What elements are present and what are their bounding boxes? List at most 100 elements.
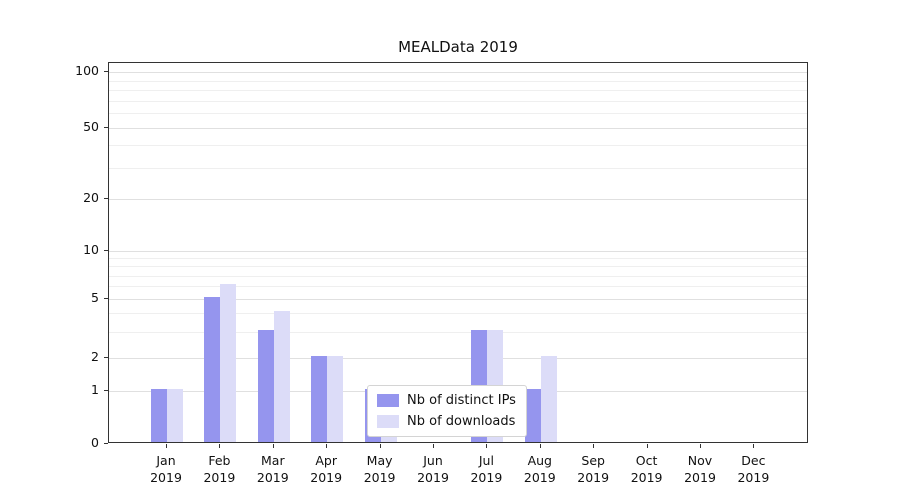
y-tick-mark-20 [104, 198, 108, 200]
x-tick-mark-nov [700, 444, 701, 448]
x-tick-label-oct: Oct 2019 [617, 452, 677, 486]
gridline-y-2 [109, 357, 807, 359]
x-tick-label-jun: Jun 2019 [403, 452, 463, 486]
x-tick-month: Jul [478, 453, 494, 468]
x-tick-year: 2019 [577, 470, 610, 485]
legend-swatch-icon [377, 394, 399, 407]
legend-swatch-icon [377, 415, 399, 428]
x-tick-mark-mar [272, 444, 274, 448]
x-tick-mark-may [379, 444, 381, 448]
gridline-y-70 [109, 100, 807, 102]
x-tick-label-jul: Jul 2019 [456, 452, 516, 486]
chart-title: MEALData 2019 [398, 38, 518, 56]
x-tick-year: 2019 [417, 470, 449, 485]
x-tick-month: Apr [315, 453, 337, 468]
y-tick-label-5: 5 [91, 289, 99, 305]
x-tick-mark-dec [753, 444, 755, 448]
gridline-y-6 [109, 286, 807, 288]
y-tick-mark-5 [104, 297, 108, 299]
x-tick-label-dec: Dec 2019 [723, 452, 783, 486]
x-tick-mark-oct [646, 444, 648, 448]
x-tick-month: Dec [741, 453, 766, 468]
y-tick-mark-2 [104, 356, 108, 358]
legend-label: Nb of downloads [407, 414, 516, 429]
bar-nb-of-distinct-ips-apr [311, 355, 328, 442]
y-tick-label-1: 1 [91, 382, 99, 398]
x-tick-month: Mar [261, 453, 285, 468]
y-tick-mark-100 [104, 71, 108, 73]
legend-label: Nb of distinct IPs [407, 393, 516, 408]
legend-row-0: Nb of distinct IPs [377, 393, 516, 408]
bar-nb-of-distinct-ips-mar [257, 329, 274, 442]
legend: Nb of distinct IPs Nb of downloads [367, 385, 527, 437]
y-tick-mark-1 [104, 390, 108, 392]
bar-nb-of-distinct-ips-aug [524, 389, 541, 442]
y-tick-label-100: 100 [75, 63, 99, 79]
y-tick-label-20: 20 [83, 190, 99, 206]
x-tick-mark-sep [593, 444, 595, 448]
gridline-y-20 [109, 199, 807, 201]
x-tick-month: Jun [423, 453, 443, 468]
x-tick-year: 2019 [684, 470, 716, 485]
x-tick-year: 2019 [256, 470, 289, 485]
x-tick-year: 2019 [470, 470, 503, 485]
gridline-y-80 [109, 90, 807, 92]
gridline-y-4 [109, 313, 807, 315]
gridline-y-90 [109, 80, 807, 82]
y-tick-mark-10 [104, 249, 108, 251]
gridline-y-30 [109, 167, 807, 169]
y-tick-label-50: 50 [83, 119, 99, 135]
x-tick-year: 2019 [310, 470, 343, 485]
x-tick-year: 2019 [363, 470, 396, 485]
bar-nb-of-downloads-aug [540, 355, 557, 442]
x-tick-year: 2019 [737, 470, 770, 485]
gridline-y-5 [109, 298, 807, 300]
gridline-y-100 [109, 72, 807, 74]
x-tick-mark-jan [166, 444, 167, 448]
x-tick-mark-aug [539, 444, 541, 448]
gridline-y-10 [109, 250, 807, 252]
x-tick-mark-feb [219, 444, 221, 448]
y-tick-mark-50 [104, 127, 108, 129]
y-tick-label-10: 10 [83, 241, 99, 257]
x-tick-year: 2019 [203, 470, 236, 485]
gridline-y-3 [109, 331, 807, 333]
y-tick-mark-0 [104, 443, 108, 444]
x-tick-year: 2019 [150, 470, 182, 485]
x-tick-month: Aug [527, 453, 552, 468]
gridline-y-7 [109, 275, 807, 277]
y-tick-label-2: 2 [91, 348, 99, 364]
x-tick-label-aug: Aug 2019 [510, 452, 570, 486]
x-tick-month: Nov [687, 453, 713, 468]
x-tick-mark-apr [326, 444, 328, 448]
gridline-y-40 [109, 145, 807, 147]
x-tick-year: 2019 [630, 470, 663, 485]
x-tick-year: 2019 [523, 470, 556, 485]
x-tick-label-apr: Apr 2019 [296, 452, 356, 486]
x-tick-month: May [366, 453, 393, 468]
x-tick-label-mar: Mar 2019 [243, 452, 303, 486]
gridline-y-9 [109, 258, 807, 260]
bar-nb-of-distinct-ips-feb [204, 296, 221, 442]
x-tick-label-feb: Feb 2019 [189, 452, 249, 486]
x-tick-label-nov: Nov 2019 [670, 452, 730, 486]
legend-row-1: Nb of downloads [377, 414, 516, 429]
x-tick-month: Feb [208, 453, 231, 468]
gridline-y-60 [109, 113, 807, 115]
x-tick-month: Oct [635, 453, 658, 468]
bar-nb-of-downloads-mar [273, 311, 290, 442]
x-tick-label-jan: Jan 2019 [136, 452, 196, 486]
plot-area: Nb of distinct IPs Nb of downloads [108, 62, 808, 443]
bar-nb-of-downloads-jan [167, 389, 183, 442]
x-tick-mark-jul [486, 444, 488, 448]
bar-nb-of-distinct-ips-jan [151, 389, 167, 442]
x-tick-label-sep: Sep 2019 [563, 452, 623, 486]
gridline-y-50 [109, 128, 807, 130]
y-tick-label-0: 0 [91, 435, 99, 450]
x-tick-month: Sep [581, 453, 605, 468]
x-tick-month: Jan [156, 453, 176, 468]
x-tick-label-may: May 2019 [350, 452, 410, 486]
x-tick-mark-jun [433, 444, 434, 448]
bar-nb-of-downloads-apr [327, 355, 344, 442]
